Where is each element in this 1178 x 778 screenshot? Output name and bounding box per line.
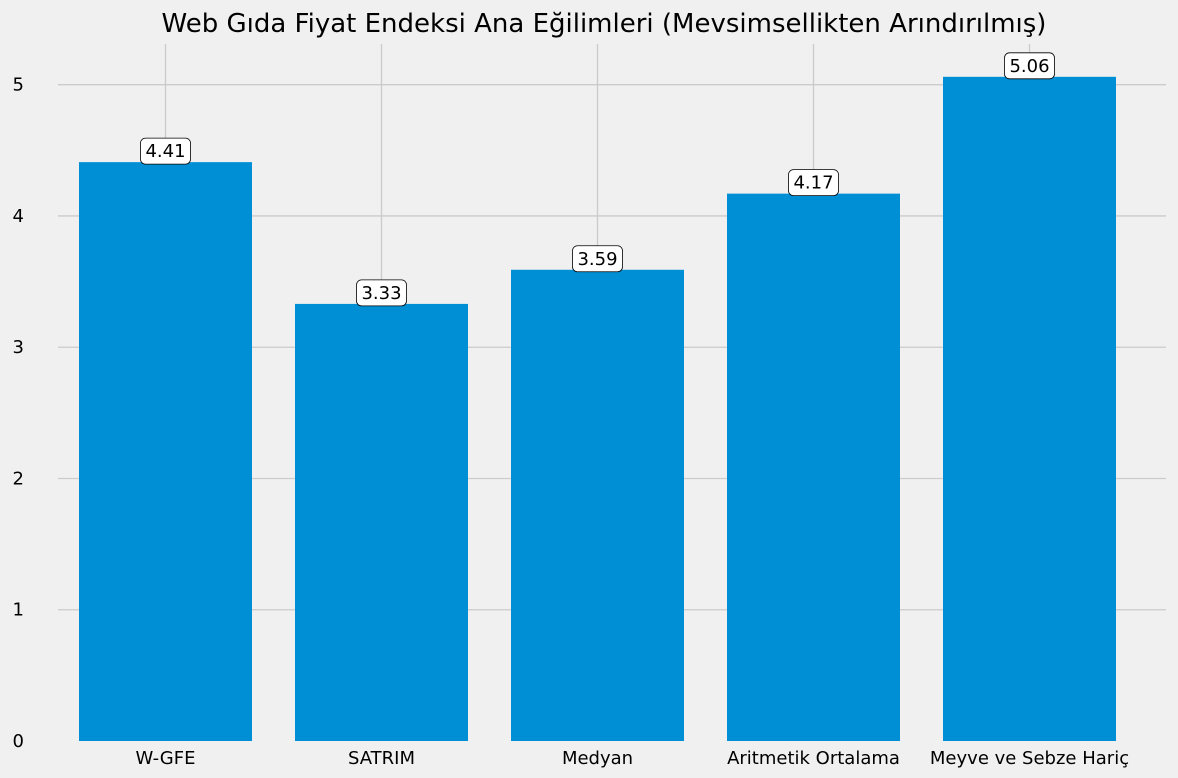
data-label-box bbox=[788, 169, 839, 197]
data-label: 4.41 bbox=[145, 141, 185, 162]
y-tick-label: 1 bbox=[13, 600, 24, 621]
data-label-box bbox=[1004, 52, 1055, 80]
data-label: 3.33 bbox=[361, 283, 401, 304]
y-tick-label: 5 bbox=[13, 75, 24, 96]
data-label: 4.17 bbox=[793, 173, 833, 194]
data-labels: 4.41 3.33 3.59 4.17 5.06 bbox=[140, 52, 1055, 307]
data-label-box bbox=[140, 137, 191, 165]
data-label-group: 3.33 bbox=[356, 279, 407, 307]
chart-title: Web Gıda Fiyat Endeksi Ana Eğilimleri (M… bbox=[162, 9, 1047, 39]
data-label-group: 4.17 bbox=[788, 169, 839, 197]
bar-2 bbox=[295, 303, 468, 741]
x-tick-label: Aritmetik Ortalama bbox=[727, 748, 900, 769]
bar-5 bbox=[943, 76, 1116, 742]
bars bbox=[79, 76, 1116, 742]
y-tick-label: 2 bbox=[13, 468, 24, 489]
data-label: 3.59 bbox=[577, 249, 617, 270]
y-tick-label: 0 bbox=[13, 731, 24, 752]
bar-1 bbox=[79, 162, 252, 741]
data-label: 5.06 bbox=[1009, 56, 1049, 77]
data-label-group: 4.41 bbox=[140, 137, 191, 165]
data-label-box bbox=[572, 245, 623, 273]
x-tick-label: W-GFE bbox=[136, 748, 196, 769]
y-axis-ticks: 0 1 2 3 4 5 bbox=[13, 75, 24, 752]
data-label-group: 3.59 bbox=[572, 245, 623, 273]
x-tick-label: SATRIM bbox=[348, 748, 415, 769]
bar-4 bbox=[727, 193, 900, 741]
x-axis-ticks: W-GFE SATRIM Medyan Aritmetik Ortalama Meyve… bbox=[136, 748, 1130, 769]
bar-3 bbox=[511, 269, 684, 741]
y-tick-label: 3 bbox=[13, 337, 24, 358]
y-tick-label: 4 bbox=[13, 206, 24, 227]
data-label-box bbox=[356, 279, 407, 307]
x-tick-label: Medyan bbox=[562, 748, 633, 769]
data-label-group: 5.06 bbox=[1004, 52, 1055, 80]
x-tick-label: Meyve ve Sebze Hariç bbox=[930, 748, 1129, 769]
